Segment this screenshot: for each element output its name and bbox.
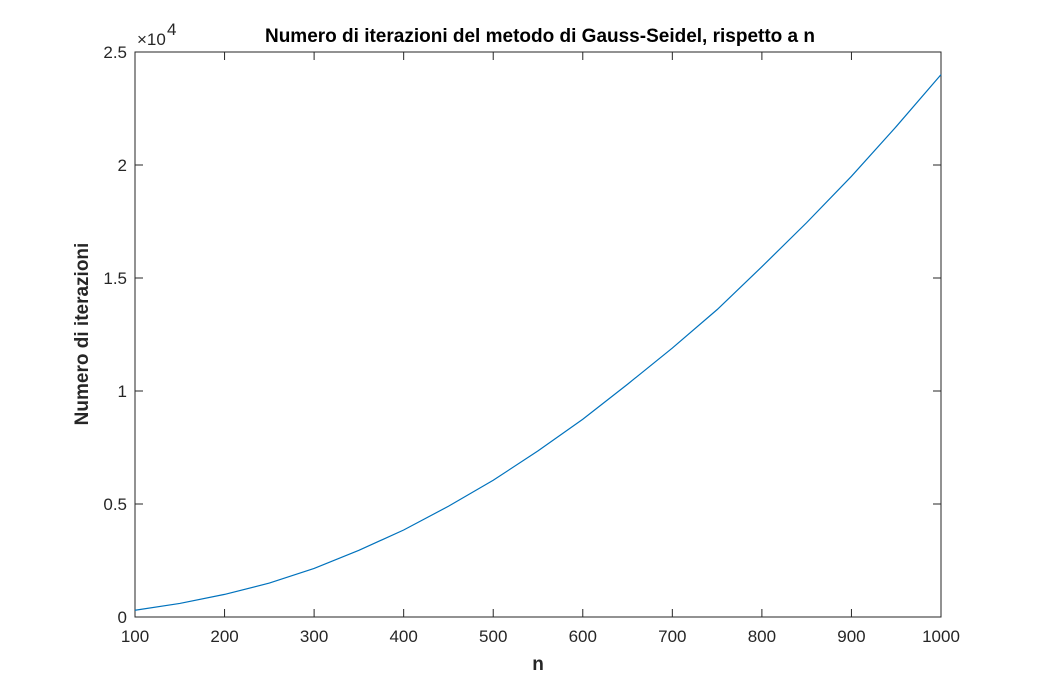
- x-tick-label: 800: [748, 627, 776, 646]
- y-tick-label: 2: [118, 156, 127, 175]
- y-tick-label: 2.5: [103, 43, 127, 62]
- x-tick-label: 700: [658, 627, 686, 646]
- x-tick-label: 200: [210, 627, 238, 646]
- chart-title: Numero di iterazioni del metodo di Gauss…: [265, 26, 815, 47]
- x-tick-label: 900: [837, 627, 865, 646]
- y-axis-label: Numero di iterazioni: [72, 243, 93, 426]
- x-axis-ticks: 100 200 300 400 500 600 700 800 900 1000: [121, 52, 960, 646]
- x-tick-label: 500: [479, 627, 507, 646]
- x-tick-label: 400: [389, 627, 417, 646]
- series-line: [134, 74, 942, 611]
- x-tick-label: 1000: [922, 627, 960, 646]
- x-tick-label: 100: [121, 627, 149, 646]
- series-layer: [134, 74, 942, 611]
- x-tick-label: 300: [300, 627, 328, 646]
- y-axis-ticks: 0 0.5 1 1.5 2 2.5: [103, 43, 941, 627]
- y-tick-label: 0.5: [103, 495, 127, 514]
- plot-area: [134, 51, 942, 618]
- y-tick-label: 1: [118, 382, 127, 401]
- y-axis-exponent-base: ×10: [137, 30, 166, 49]
- x-axis-label: n: [532, 654, 544, 675]
- y-axis-exponent-power: 4: [167, 20, 176, 39]
- y-tick-label: 1.5: [103, 269, 127, 288]
- y-tick-label: 0: [118, 608, 127, 627]
- x-tick-label: 600: [569, 627, 597, 646]
